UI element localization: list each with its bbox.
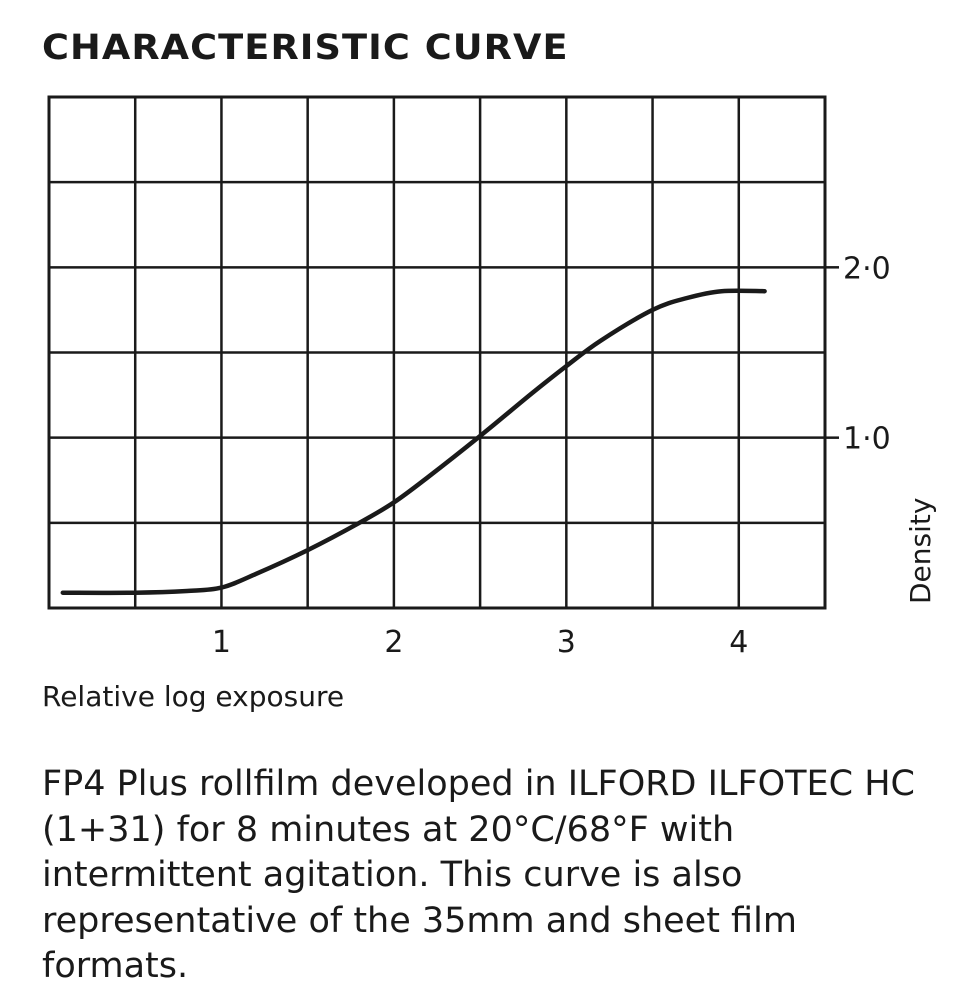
y-tick-label: 1·0 [843,422,891,457]
plot-frame [47,95,827,610]
chart-title: CHARACTERISTIC CURVE [42,28,569,68]
grid-lines [49,97,825,608]
x-tick-label: 3 [557,625,576,660]
x-axis-title: Relative log exposure [42,680,344,713]
x-axis-tick-labels: 1 2 3 4 [212,625,748,660]
y-tick-label: 2·0 [843,251,891,286]
y-axis-title: Density [904,498,937,604]
x-tick-label: 1 [212,625,231,660]
x-tick-label: 2 [384,625,403,660]
density-curve [60,288,767,596]
caption-text: FP4 Plus rollfilm developed in ILFORD IL… [42,764,915,986]
x-tick-label: 4 [729,625,748,660]
y-axis-ticks: 1·0 2·0 [825,251,891,457]
